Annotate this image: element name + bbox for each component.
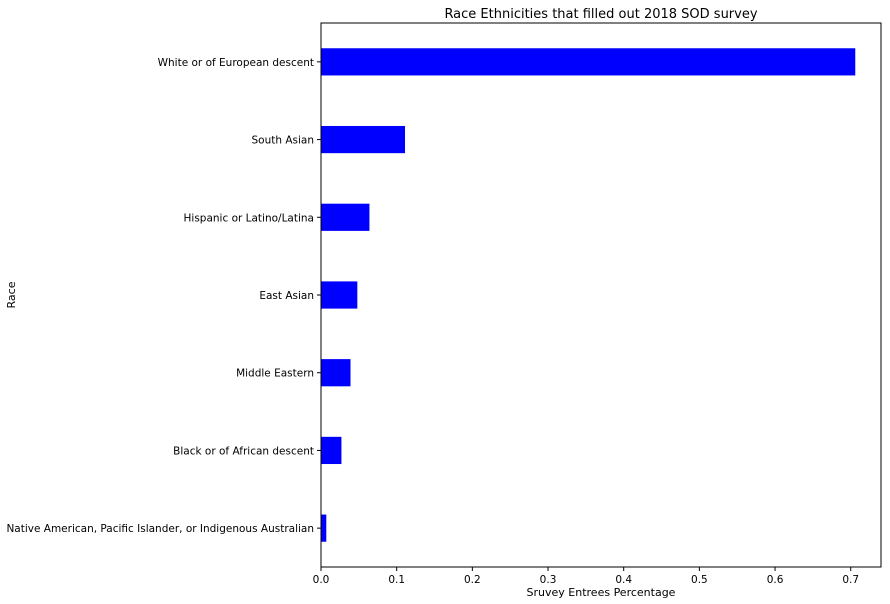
x-axis-ticks: 0.0 0.1 0.2 0.3 0.4 0.5 0.6 0.7 (313, 567, 859, 586)
plot-frame (320, 22, 882, 568)
x-tick-label: 0.7 (842, 574, 859, 586)
bar-1 (321, 125, 405, 154)
x-axis-label: Sruvey Entrees Percentage (527, 586, 676, 599)
y-tick-label: East Asian (259, 290, 314, 302)
y-axis-ticks: White or of European descent South Asian H… (6, 57, 321, 535)
x-tick-label: 0.4 (615, 574, 632, 586)
x-tick-label: 0.0 (313, 574, 330, 586)
x-tick-label: 0.1 (388, 574, 405, 586)
y-tick-label: Native American, Pacific Islander, or In… (6, 523, 314, 535)
bar-5 (321, 436, 342, 465)
bars-group (321, 48, 856, 542)
y-tick-label: Middle Eastern (236, 368, 314, 380)
y-tick-label: White or of European descent (158, 57, 314, 69)
x-tick-label: 0.3 (540, 574, 557, 586)
bar-4 (321, 359, 351, 387)
y-axis-label: Race (5, 281, 18, 308)
x-tick-label: 0.2 (464, 574, 481, 586)
bar-0 (321, 48, 856, 76)
x-tick-label: 0.5 (691, 574, 708, 586)
y-tick-label: South Asian (251, 135, 314, 147)
y-tick-label: Hispanic or Latino/Latina (184, 212, 315, 224)
y-tick-label: Black or of African descent (173, 445, 314, 457)
bar-6 (321, 514, 327, 542)
bar-2 (321, 203, 370, 231)
chart-title: Race Ethnicities that filled out 2018 SO… (444, 7, 757, 22)
bar-3 (321, 281, 358, 309)
x-tick-label: 0.6 (767, 574, 784, 586)
